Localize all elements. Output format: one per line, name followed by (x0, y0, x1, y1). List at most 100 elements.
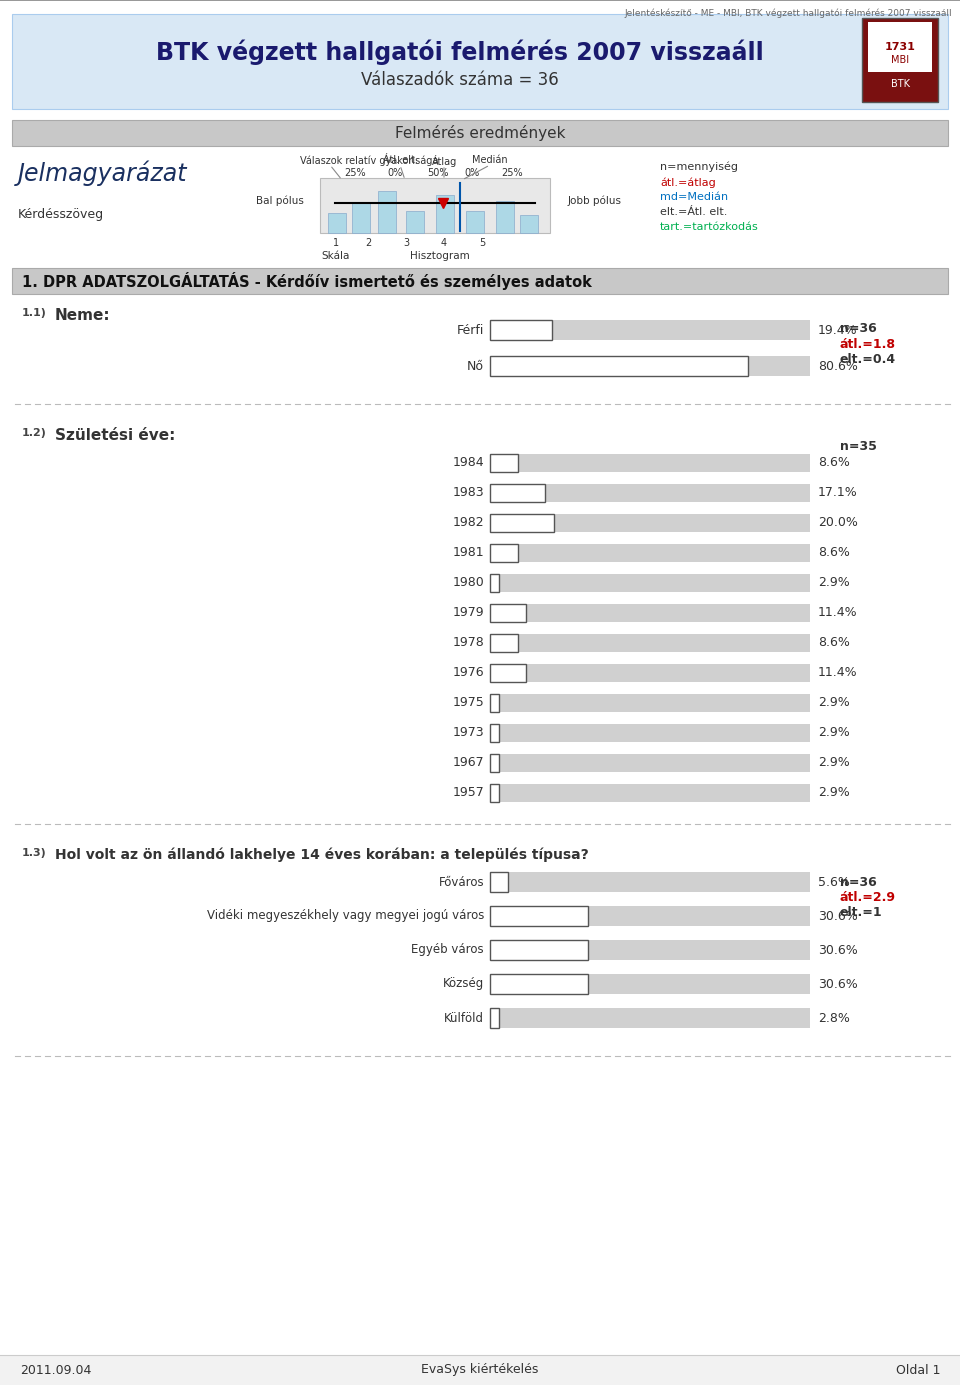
Text: Felmérés eredmények: Felmérés eredmények (395, 125, 565, 141)
Text: átl.=1.8: átl.=1.8 (840, 338, 896, 350)
Bar (490, 906, 588, 927)
Text: n=36: n=36 (840, 321, 876, 335)
Text: 2.9%: 2.9% (818, 727, 850, 740)
Text: 2011.09.04: 2011.09.04 (20, 1363, 91, 1377)
Bar (490, 724, 499, 742)
Text: Válaszok relatív gyakorisága: Válaszok relatív gyakorisága (300, 155, 439, 165)
Text: 1979: 1979 (452, 607, 484, 619)
Text: 2.9%: 2.9% (818, 576, 850, 590)
Bar (12, 269, 948, 294)
Text: átl.=2.9: átl.=2.9 (840, 891, 896, 904)
Bar (490, 940, 810, 960)
Bar (490, 694, 810, 712)
Text: 1: 1 (333, 238, 339, 248)
Text: 80.6%: 80.6% (818, 360, 858, 373)
Text: Főváros: Főváros (439, 875, 484, 889)
Bar (490, 663, 526, 681)
Bar (490, 753, 499, 771)
Bar (406, 211, 424, 233)
Text: 11.4%: 11.4% (818, 607, 857, 619)
Text: 1967: 1967 (452, 756, 484, 770)
Text: EvaSys kiértékelés: EvaSys kiértékelés (421, 1363, 539, 1377)
Text: 2: 2 (365, 238, 372, 248)
Text: 2.9%: 2.9% (818, 756, 850, 770)
Bar (490, 514, 554, 532)
Text: 8.6%: 8.6% (818, 547, 850, 560)
Text: Hisztogram: Hisztogram (410, 251, 469, 260)
Text: 1.3): 1.3) (22, 848, 47, 857)
Bar (320, 179, 550, 233)
Text: 2.8%: 2.8% (818, 1011, 850, 1025)
Text: 8.6%: 8.6% (818, 457, 850, 470)
Text: MBI: MBI (891, 55, 909, 65)
Bar (352, 204, 370, 233)
Text: 25%: 25% (345, 168, 366, 179)
Bar (490, 604, 526, 622)
Text: 5.6%: 5.6% (818, 875, 850, 889)
Text: elt.=1: elt.=1 (840, 906, 882, 920)
Text: 2.9%: 2.9% (818, 697, 850, 709)
Bar (490, 544, 810, 562)
Text: n=36: n=36 (840, 875, 876, 889)
Text: átl.=átlag: átl.=átlag (660, 177, 716, 187)
Bar (490, 784, 810, 802)
Text: 1976: 1976 (452, 666, 484, 680)
Bar (490, 483, 810, 501)
Text: tart.=tartózkodás: tart.=tartózkodás (660, 222, 758, 233)
Bar (490, 544, 517, 562)
Bar (490, 454, 517, 472)
Bar (490, 1008, 499, 1028)
Bar (436, 195, 454, 233)
Bar (490, 724, 810, 742)
Text: 19.4%: 19.4% (818, 324, 857, 337)
Bar (12, 14, 948, 109)
Text: 17.1%: 17.1% (818, 486, 857, 500)
Text: Hol volt az ön állandó lakhelye 14 éves korában: a település típusa?: Hol volt az ön állandó lakhelye 14 éves … (55, 848, 588, 863)
Text: Átl. elt.: Átl. elt. (383, 155, 418, 165)
Text: 30.6%: 30.6% (818, 978, 857, 990)
Text: Nő: Nő (467, 360, 484, 373)
Bar (490, 573, 499, 591)
Text: 11.4%: 11.4% (818, 666, 857, 680)
Text: Külföld: Külföld (444, 1011, 484, 1025)
Bar (490, 663, 810, 681)
Text: n=mennyiség: n=mennyiség (660, 162, 738, 173)
Bar (490, 634, 810, 652)
Bar (378, 191, 396, 233)
Text: 1.2): 1.2) (22, 428, 47, 438)
Text: 1983: 1983 (452, 486, 484, 500)
Bar (490, 604, 810, 622)
Text: Kérdésszöveg: Kérdésszöveg (18, 208, 104, 222)
Text: 25%: 25% (501, 168, 523, 179)
Text: 1957: 1957 (452, 787, 484, 799)
Text: 1731: 1731 (884, 42, 916, 53)
Text: 1980: 1980 (452, 576, 484, 590)
Text: 30.6%: 30.6% (818, 910, 857, 922)
Bar (490, 753, 810, 771)
Text: md=Medián: md=Medián (660, 193, 728, 202)
Bar (496, 201, 514, 233)
Text: 0%: 0% (388, 168, 402, 179)
Text: 5: 5 (479, 238, 485, 248)
Text: 1. DPR ADATSZOLGÁLTATÁS - Kérdőív ismertető és személyes adatok: 1. DPR ADATSZOLGÁLTATÁS - Kérdőív ismert… (22, 271, 592, 289)
Text: 4: 4 (441, 238, 447, 248)
Bar (520, 215, 538, 233)
Text: 30.6%: 30.6% (818, 943, 857, 957)
Bar (490, 514, 810, 532)
Bar (490, 356, 810, 375)
Text: elt.=0.4: elt.=0.4 (840, 353, 896, 366)
Bar (490, 906, 810, 927)
Text: 3: 3 (403, 238, 409, 248)
Text: Férfi: Férfi (457, 324, 484, 337)
Bar (490, 634, 517, 652)
Bar (490, 483, 544, 501)
Bar (328, 213, 346, 233)
Text: BTK: BTK (891, 79, 909, 89)
Text: 50%: 50% (427, 168, 448, 179)
Text: Község: Község (443, 978, 484, 990)
Bar (490, 356, 748, 375)
Text: Átlag: Átlag (432, 155, 458, 168)
Bar (490, 573, 810, 591)
Text: Jelentéskészítő - ME - MBI, BTK végzett hallgatói felmérés 2007 visszaáll: Jelentéskészítő - ME - MBI, BTK végzett … (624, 8, 952, 18)
Bar (490, 454, 810, 472)
